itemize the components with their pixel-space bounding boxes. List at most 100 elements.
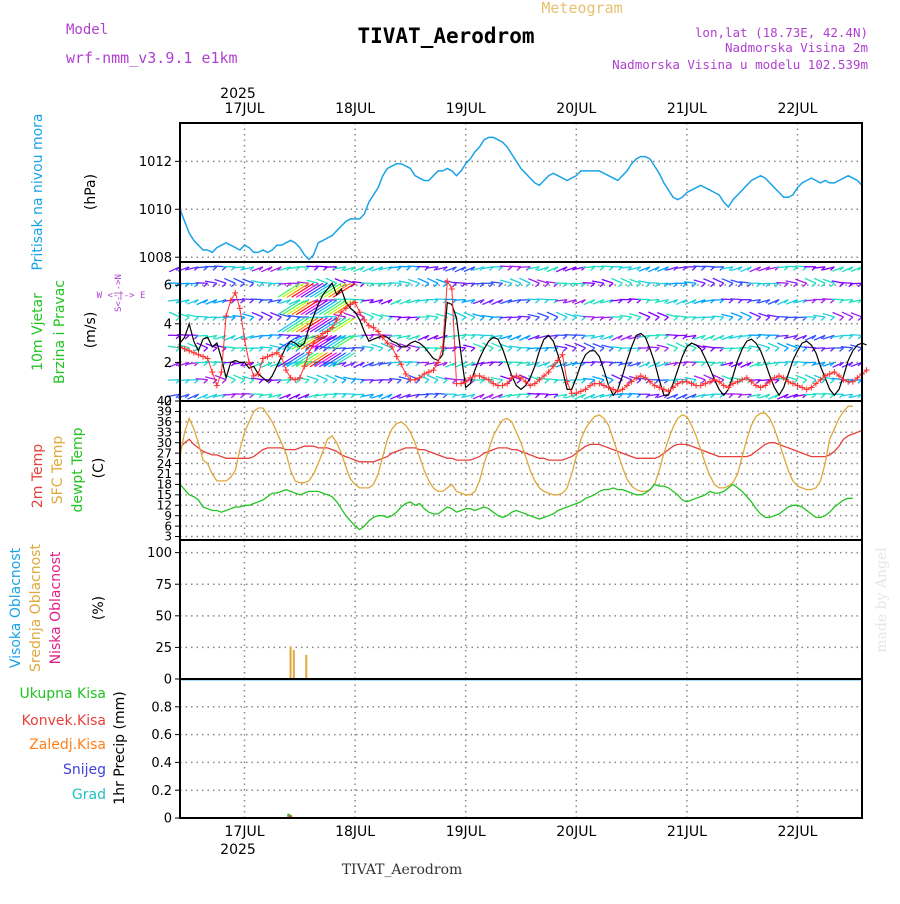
wind-ylabel-1: 10m Vjetar [30,293,46,371]
temp-line-dew [180,484,853,529]
elevation-text: Nadmorska Visina 2m [725,40,868,55]
wind-barb-head [830,317,834,321]
cloud-low-label: Niska Oblacnost [48,551,64,664]
wind-barb-head [406,380,410,384]
wind-barb [850,283,862,284]
wind-barb-head [729,394,733,398]
wind-barb-head [259,380,263,384]
y-tick-label: 0.2 [151,784,172,799]
wind-barb-head [600,283,604,287]
x-tick-label-top: 17JUL [225,101,265,117]
wind-barb-head [333,380,337,384]
lonlat-text: lon,lat (18.73E, 42.4N) [695,25,868,40]
wind-barb [804,362,816,363]
wind-barb-head [434,380,438,384]
wind-barb-head [738,317,742,321]
wind-barb-head [250,317,254,321]
x-tick-label-top: 19JUL [446,101,486,117]
temp-sfc-label: SFC Temp [50,436,66,505]
wind-barb-strong [282,353,304,367]
wind-barb-head [545,283,549,287]
precip-graupel-label: Grad [72,787,106,803]
wind-barb-head [591,380,595,384]
y-tick-label: 0.4 [151,756,172,771]
cloud-bar-mid [305,655,307,679]
wind-compass-vertical: S<-|->N [114,274,124,312]
wind-barb [776,283,788,284]
meteogram-label: Meteogram [541,0,622,17]
wind-barb [518,316,530,317]
wind-barb-head [241,380,245,384]
wind-barb-head [554,317,558,321]
x-tick-label-bottom: 21JUL [667,824,707,840]
temp-line-sfc [180,406,853,495]
wind-barb-head [609,348,613,352]
wind-barb-head [517,380,521,384]
panel-frame-precip [180,679,862,818]
cloud-unit: (%) [91,596,107,620]
wind-barb-head [628,317,632,321]
wind-barb [739,394,751,395]
wind-barb-head [701,283,705,287]
wind-barb-head [711,348,715,352]
wind-barb-head [563,317,567,321]
x-tick-label-top: 18JUL [335,101,375,117]
wind-barb [767,283,779,284]
x-tick-label-top: 20JUL [556,101,596,117]
wind-barb-head [646,317,650,321]
wind-barb-head [766,335,770,339]
wind-barb-head [747,317,751,321]
cloud-mid-label: Srednja Oblacnost [28,544,44,672]
cloud-labels: Visoka Oblacnost Srednja Oblacnost Niska… [8,544,107,672]
wind-barb-strong [301,283,323,297]
wind-barb [675,379,687,380]
y-tick-label: 1010 [139,203,172,218]
wind-barb-strong [292,283,314,297]
wind-barb-strong [310,301,332,315]
pressure-line [180,137,862,259]
wind-barb-head [766,317,770,321]
pressure-ylabel: Pritisak na nivou mora [30,113,46,270]
wind-barb-strong [315,301,337,315]
wind-barb-head [388,348,392,352]
x-tick-label-bottom: 17JUL [225,824,265,840]
temperature-labels: 2m Temp SFC Temp dewpt Temp (C) [30,427,107,512]
wind-barb-head [508,348,512,352]
wind-barb [850,380,862,381]
y-tick-label: 1012 [139,155,172,170]
wind-barb [583,283,595,284]
wind-barb-head [194,317,198,321]
wind-barb-head [582,348,586,352]
wind-barb-strong [319,301,341,315]
wind-barb-head [204,380,208,384]
wind-barb-head [830,300,834,304]
wind-barb-head [434,317,438,321]
wind-barb-head [674,348,678,352]
axis-layer: 17JUL17JUL18JUL18JUL19JUL19JUL20JUL20JUL… [139,101,818,840]
wind-barb-strong [287,318,309,332]
wind-barb-head [471,317,475,321]
y-tick-label: 0 [164,812,172,827]
wind-barb-head [397,380,401,384]
y-tick-label: 25 [155,641,172,656]
wind-barb-head [793,362,797,366]
wind-barb-head [250,300,254,304]
bottom-title: TIVAT_Aerodrom [342,862,463,878]
wind-barb-head [388,317,392,321]
wind-barb-head [775,348,779,352]
precip-total-label: Ukupna Kisa [19,686,106,702]
wind-barb-head [370,317,374,321]
y-tick-label: 75 [155,578,172,593]
wind-barb-head [821,380,825,384]
wind-barb-strong [310,353,332,367]
wind-barb-head [259,283,263,287]
wind-barb-head [609,380,613,384]
wind-barb-head [821,317,825,321]
watermark: made by Angel [874,547,890,653]
wind-barb-head [628,283,632,287]
y-tick-label: 100 [147,546,172,561]
precip-labels: Ukupna Kisa Konvek.Kisa Zaledj.Kisa Snij… [19,686,128,805]
wind-barb [712,316,724,317]
wind-barb-head [250,380,254,384]
wind-barb [315,317,327,318]
